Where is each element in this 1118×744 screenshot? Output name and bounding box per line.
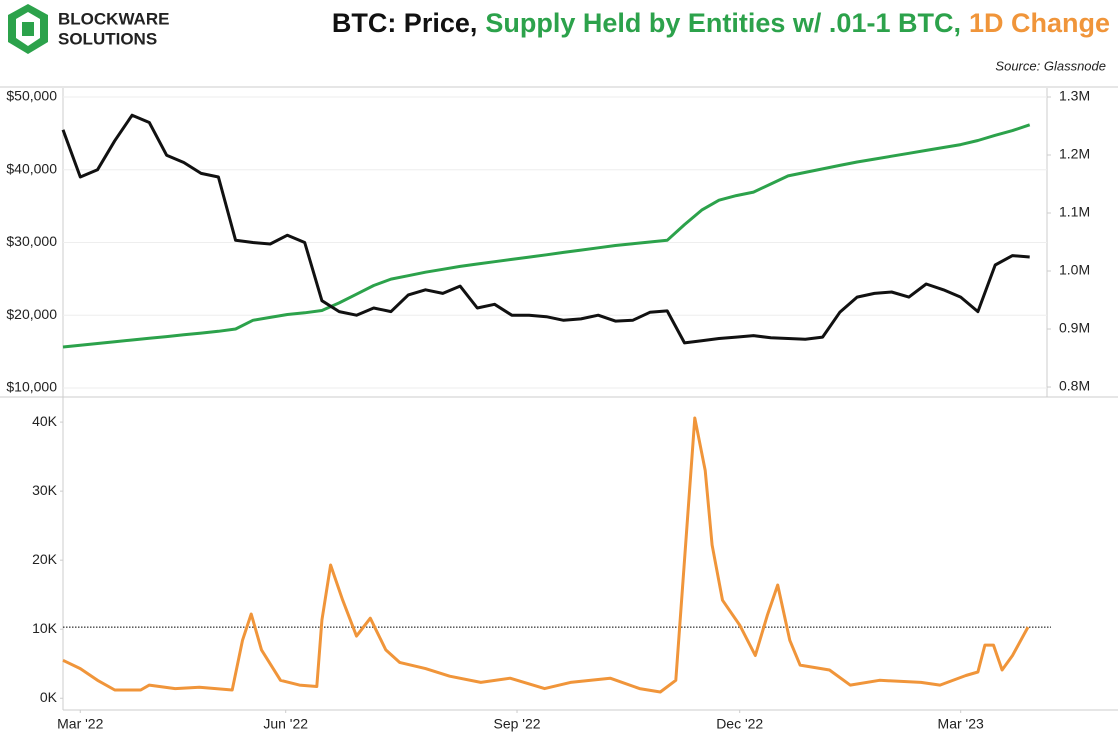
chart-title: BTC: Price, Supply Held by Entities w/ .0… [332, 8, 1110, 38]
y2-tick-label: 0.9M [1059, 320, 1090, 336]
y2-tick-label: 1.2M [1059, 146, 1090, 162]
y2-tick-label: 0.8M [1059, 378, 1090, 394]
x-tick-label: Mar '22 [57, 716, 103, 732]
y-tick-label: $30,000 [6, 233, 57, 249]
y-tick-label: 40K [32, 413, 58, 429]
x-tick-label: Mar '23 [938, 716, 984, 732]
y-tick-label: $40,000 [6, 160, 57, 176]
source: Source: Glassnode [995, 58, 1106, 73]
y2-tick-label: 1.0M [1059, 262, 1090, 278]
x-tick-label: Jun '22 [263, 716, 308, 732]
y-tick-label: 10K [32, 620, 58, 636]
title-part: BTC: Price, [332, 8, 478, 38]
data-line [61, 113, 1030, 345]
data-line [62, 123, 1031, 349]
data-line [62, 416, 1030, 694]
y-tick-label: $10,000 [6, 379, 57, 395]
logo-text: SOLUTIONS [58, 29, 157, 48]
y-tick-label: 30K [32, 482, 58, 498]
y-tick-label: 0K [40, 689, 58, 705]
y-tick-label: $20,000 [6, 306, 57, 322]
y2-tick-label: 1.3M [1059, 88, 1090, 104]
x-tick-label: Sep '22 [493, 716, 540, 732]
y2-tick-label: 1.1M [1059, 204, 1090, 220]
y-tick-label: 20K [32, 551, 58, 567]
logo-icon [8, 4, 48, 54]
logo-text: BLOCKWARE [58, 9, 169, 28]
title-part: 1D Change [969, 8, 1110, 38]
title-part: Supply Held by Entities w/ .01-1 BTC, [485, 8, 961, 38]
y-tick-label: $50,000 [6, 88, 57, 104]
x-tick-label: Dec '22 [716, 716, 763, 732]
